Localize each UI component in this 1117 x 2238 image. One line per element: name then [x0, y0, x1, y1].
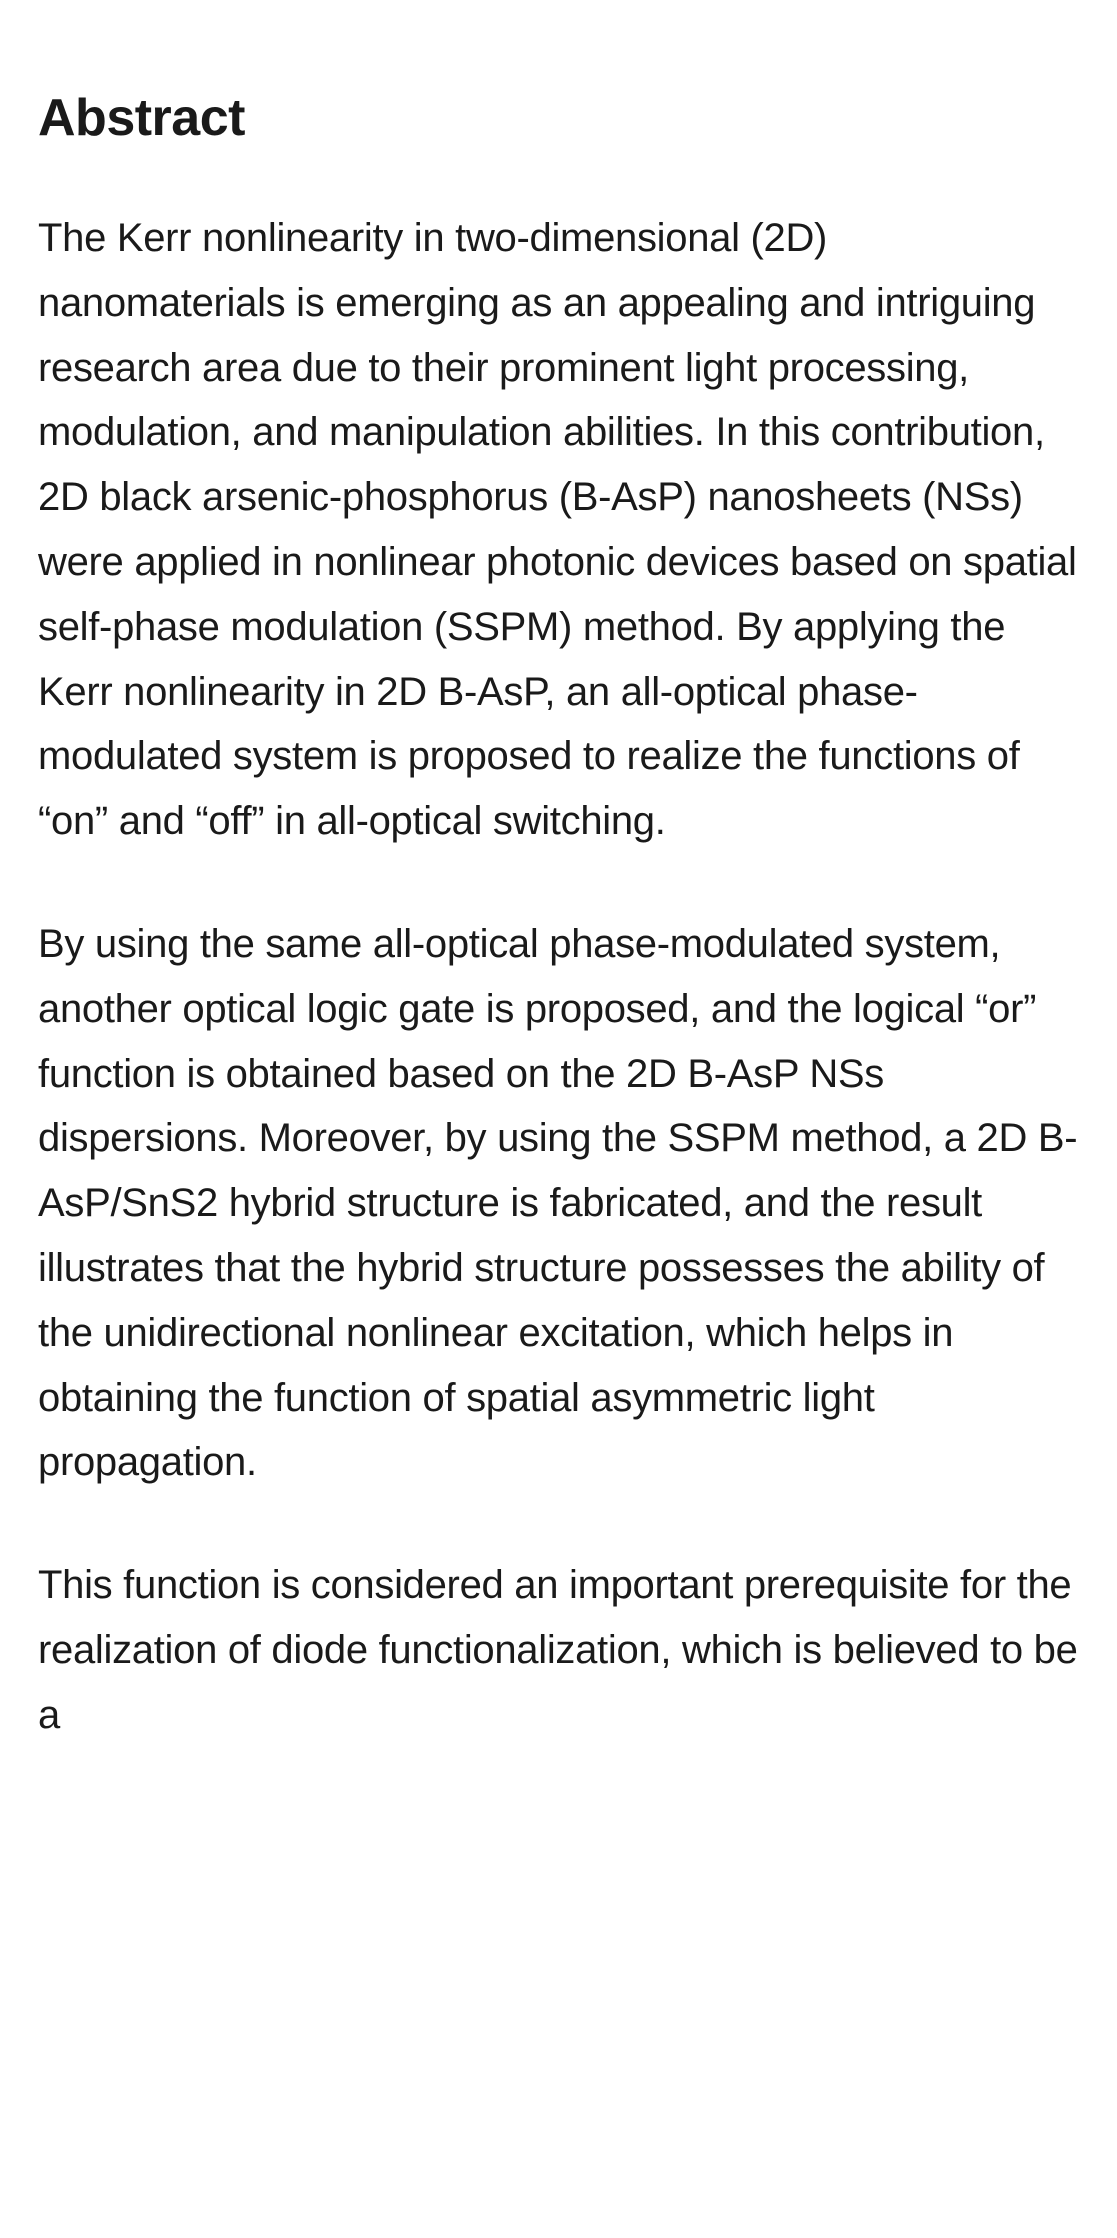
abstract-heading: Abstract: [38, 88, 1079, 148]
abstract-paragraph-3: This function is considered an important…: [38, 1553, 1079, 1747]
abstract-paragraph-1: The Kerr nonlinearity in two-dimensional…: [38, 206, 1079, 854]
abstract-paragraph-2: By using the same all-optical phase-modu…: [38, 912, 1079, 1495]
